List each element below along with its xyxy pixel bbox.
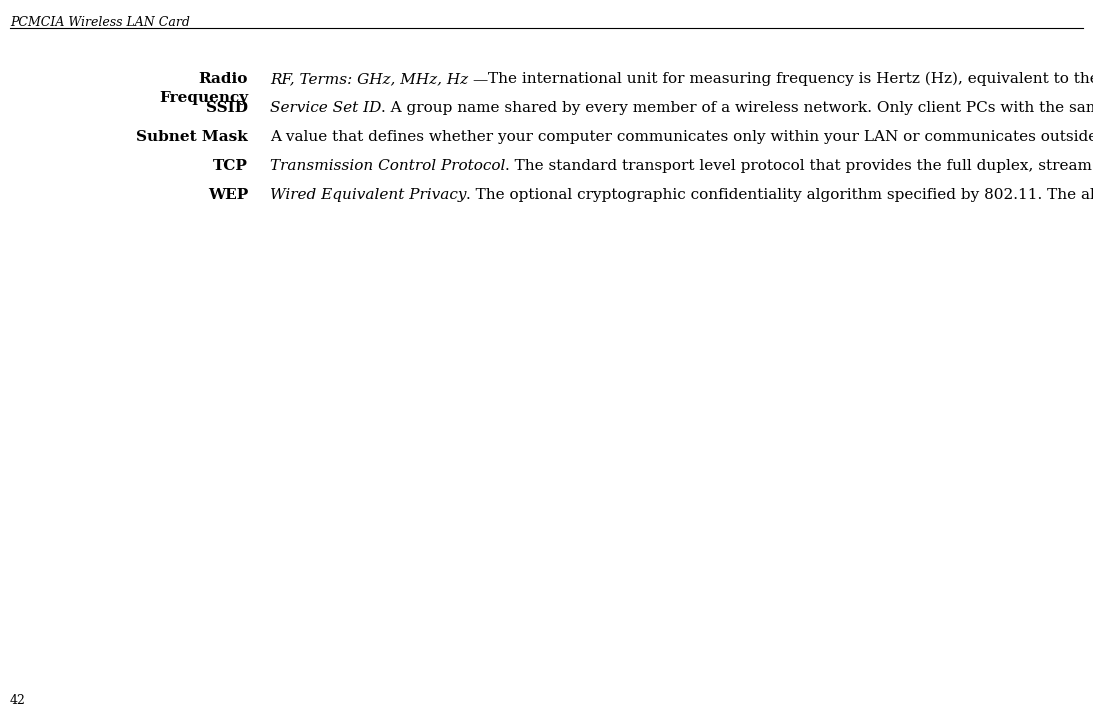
Text: The international unit for measuring frequency is Hertz (Hz), equivalent to the : The international unit for measuring fre…: [489, 72, 1093, 87]
Text: WEP: WEP: [208, 188, 248, 202]
Text: Transmission Control Protocol: Transmission Control Protocol: [270, 159, 505, 173]
Text: Radio: Radio: [199, 72, 248, 86]
Text: . The standard transport level protocol that provides the full duplex, stream se: . The standard transport level protocol …: [505, 159, 1093, 173]
Text: . A group name shared by every member of a wireless network. Only client PCs wit: . A group name shared by every member of…: [381, 101, 1093, 115]
Text: Subnet Mask: Subnet Mask: [137, 130, 248, 144]
Text: Wired Equivalent Privacy: Wired Equivalent Privacy: [270, 188, 467, 202]
Text: . The optional cryptographic confidentiality algorithm specified by 802.11. The : . The optional cryptographic confidentia…: [467, 188, 1093, 202]
Text: TCP: TCP: [213, 159, 248, 173]
Text: Frequency: Frequency: [158, 91, 248, 105]
Text: 42: 42: [10, 694, 26, 707]
Text: PCMCIA Wireless LAN Card: PCMCIA Wireless LAN Card: [10, 16, 190, 29]
Text: SSID: SSID: [205, 101, 248, 115]
Text: A value that defines whether your computer communicates only within your LAN or : A value that defines whether your comput…: [270, 130, 1093, 144]
Text: Service Set ID: Service Set ID: [270, 101, 381, 115]
Text: RF, Terms: GHz, MHz, Hz —: RF, Terms: GHz, MHz, Hz —: [270, 72, 489, 86]
